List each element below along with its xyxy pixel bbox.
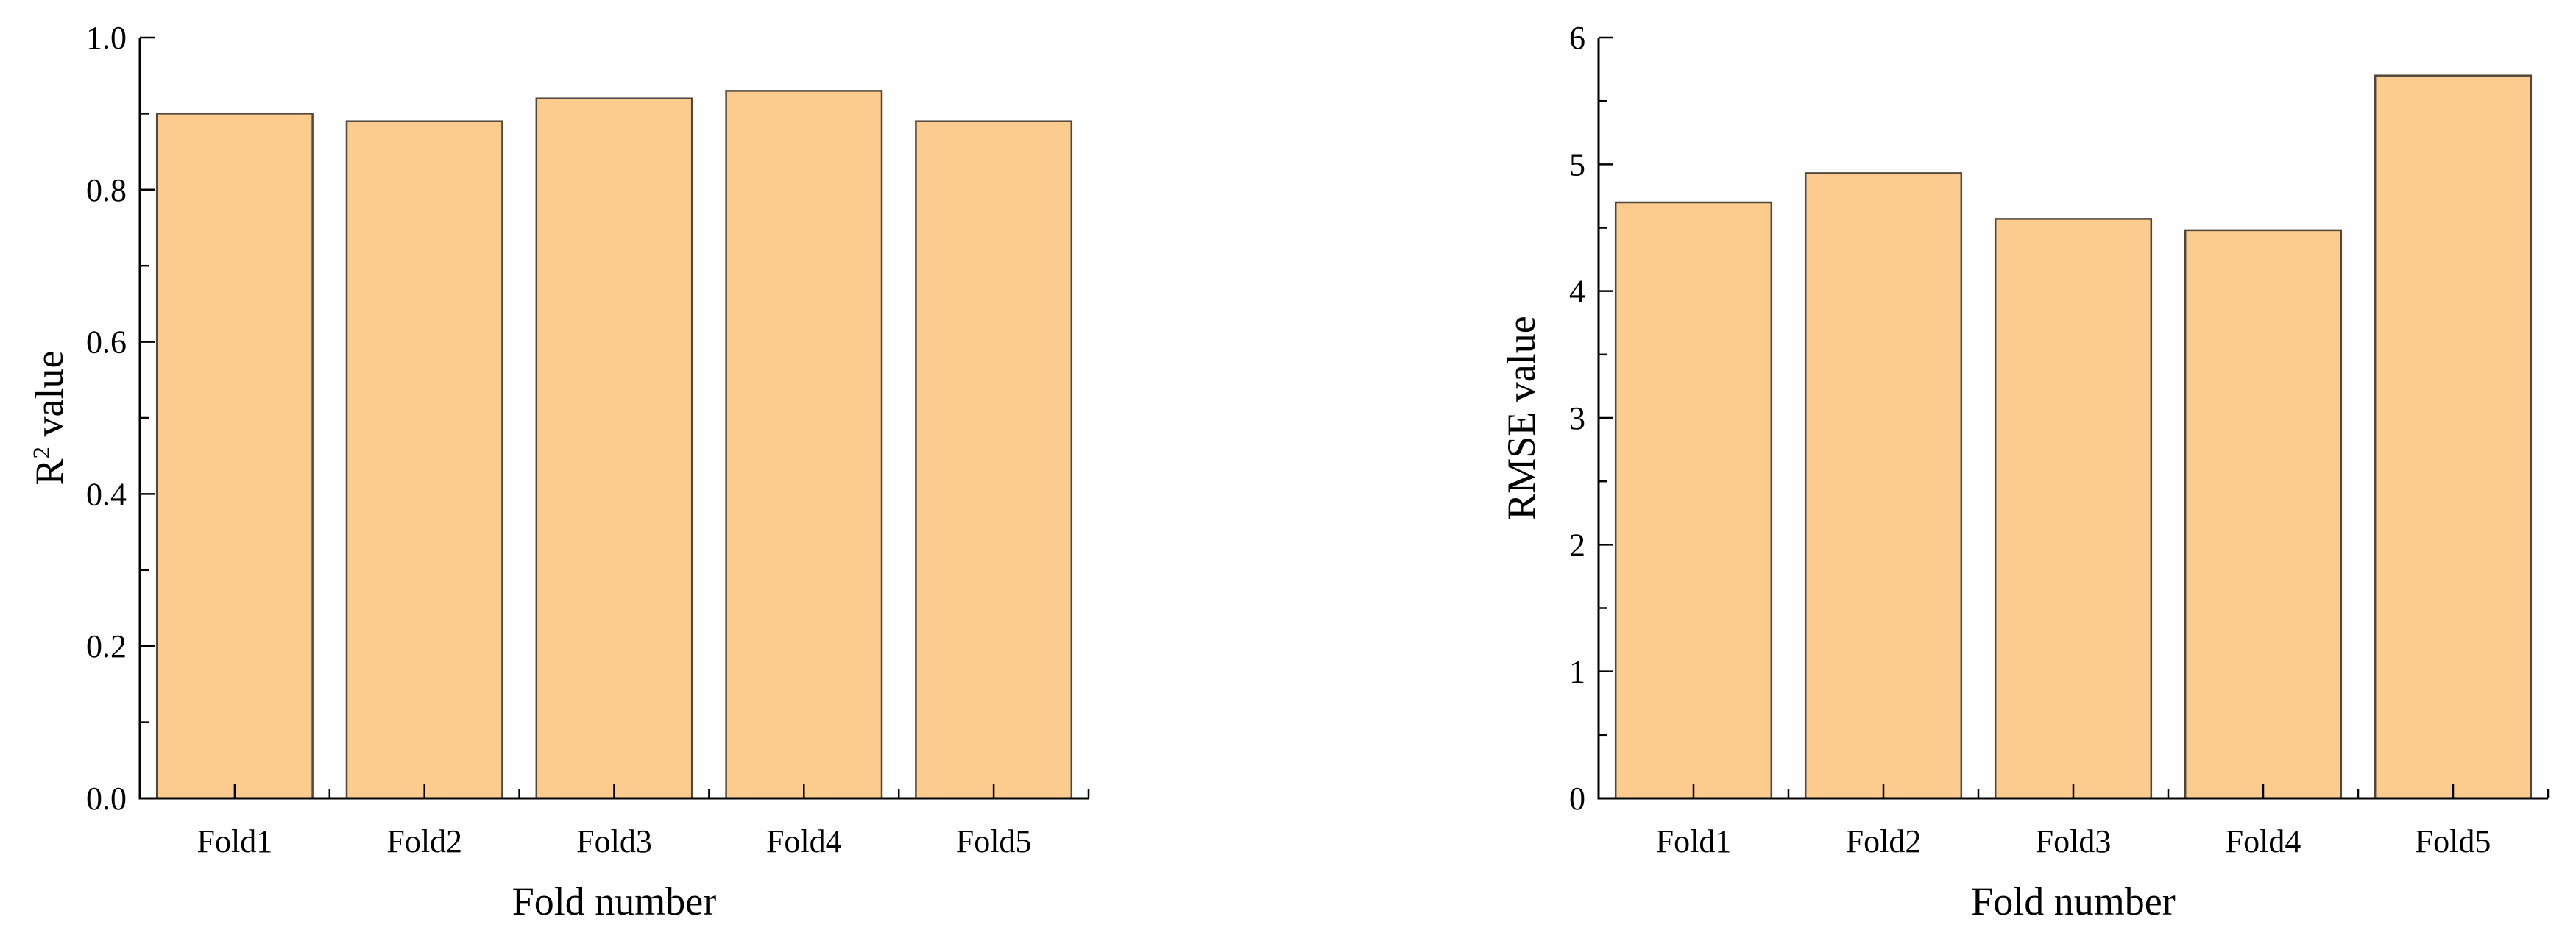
x-axis-title: Fold number	[512, 879, 717, 923]
y-tick-label: 4	[1569, 274, 1585, 310]
x-tick-label: Fold4	[2226, 823, 2301, 859]
y-tick-label: 1.0	[86, 20, 127, 56]
y-tick-label: 5	[1569, 146, 1585, 182]
bar-fold3	[1994, 218, 2153, 800]
rmse-bar-chart: 0 1 2 3 4 5 6 Fold1 Fold2 Fold3 Fold4 Fold5 Fold num…	[1499, 20, 2550, 923]
y-tick-label: 0.2	[86, 628, 127, 664]
y-tick-label: 6	[1569, 20, 1585, 56]
rmse-chart-figure: 0 1 2 3 4 5 6 Fold1 Fold2 Fold3 Fold4 Fold5 Fold num…	[1288, 0, 2576, 944]
y-tick-label: 0.8	[86, 172, 127, 208]
x-tick-label: Fold5	[956, 823, 1032, 859]
r2-bar-chart: 0.0 0.2 0.4 0.6 0.8 1.0 Fold1 Fold2 Fold3 Fold4 Fo…	[27, 20, 1090, 923]
bar-fold2	[1804, 172, 1963, 800]
bar-fold4	[725, 90, 883, 800]
x-tick-label: Fold3	[576, 823, 652, 859]
y-tick-label: 0	[1569, 781, 1585, 817]
r2-chart-figure: 0.0 0.2 0.4 0.6 0.8 1.0 Fold1 Fold2 Fold3 Fold4 Fo…	[27, 20, 1090, 923]
y-axis-title-text: R	[27, 458, 71, 485]
y-tick-label: 0.6	[86, 324, 127, 361]
y-tick-label: 1	[1569, 654, 1585, 690]
y-axis-title: RMSE value	[1499, 316, 1543, 520]
y-tick-label: 3	[1569, 400, 1585, 436]
bar-fold3	[535, 97, 693, 800]
y-axis-title-superscript: 2	[29, 447, 55, 459]
bar-fold5	[2374, 74, 2533, 800]
y-tick-label: 0.0	[86, 781, 127, 817]
x-tick-label: Fold2	[386, 823, 462, 859]
y-tick-label: 2	[1569, 527, 1585, 563]
bar-fold1	[155, 113, 314, 800]
x-tick-label: Fold5	[2416, 823, 2491, 859]
bar-fold1	[1614, 201, 1773, 800]
bar-fold4	[2184, 229, 2343, 800]
bar-fold5	[915, 120, 1073, 800]
y-axis-title: R2 value	[27, 351, 71, 486]
bar-fold2	[345, 120, 503, 800]
x-tick-label: Fold2	[1846, 823, 1922, 859]
y-tick-label: 0.4	[86, 476, 127, 512]
x-tick-label: Fold4	[766, 823, 842, 859]
y-axis-title-text: value	[27, 351, 71, 447]
x-tick-label: Fold3	[2036, 823, 2112, 859]
x-axis-title: Fold number	[1971, 879, 2176, 923]
x-tick-label: Fold1	[197, 823, 273, 859]
y-axis-title-text: RMSE value	[1499, 316, 1543, 520]
x-tick-label: Fold1	[1656, 823, 1732, 859]
